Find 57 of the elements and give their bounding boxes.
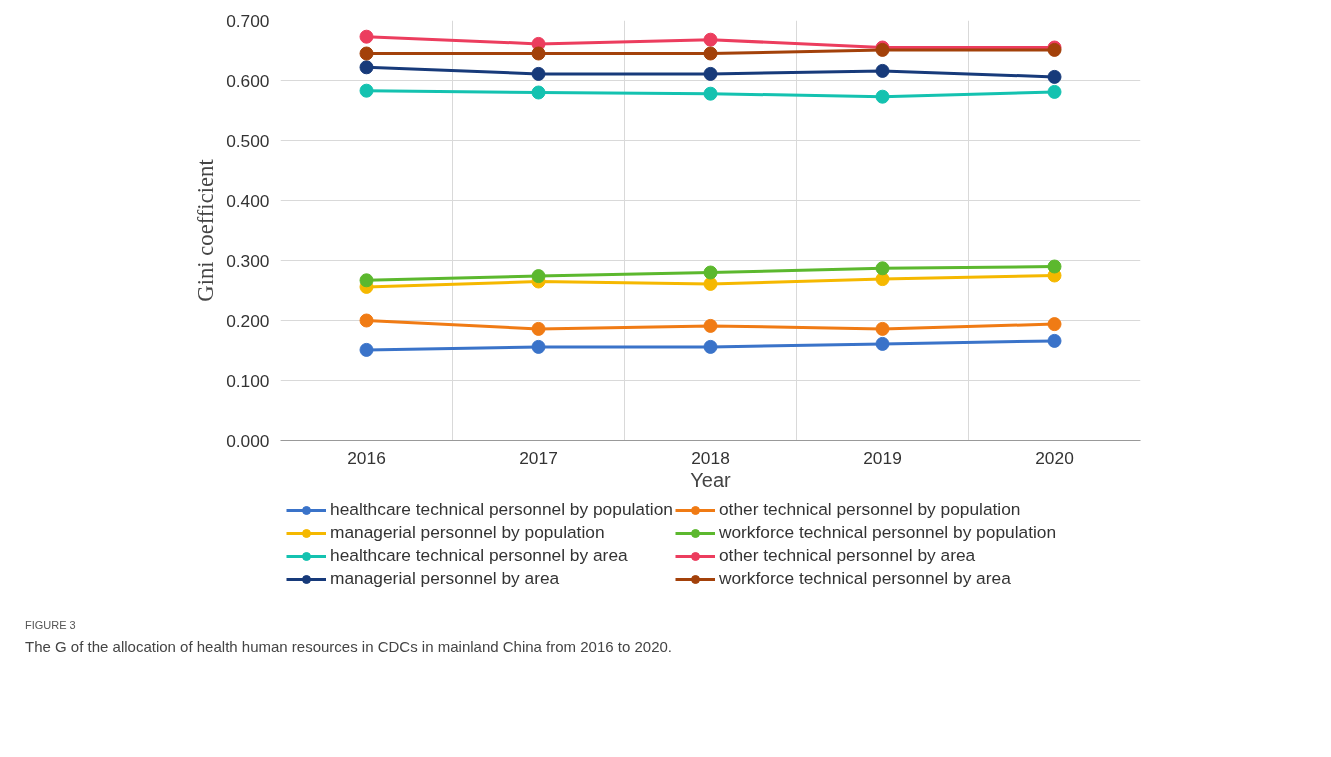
point — [359, 83, 374, 98]
legend-label: healthcare technical personnel by area — [330, 545, 628, 566]
point — [359, 60, 374, 75]
legend-label: workforce technical personnel by population — [718, 522, 1057, 543]
y-tick-label: 0.200 — [226, 310, 270, 331]
x-axis-title: Year — [690, 468, 732, 491]
x-tick-label: 2016 — [347, 447, 386, 468]
point — [875, 321, 890, 336]
y-axis-title: Gini coefficient — [193, 158, 219, 302]
point — [875, 261, 890, 276]
legend-label: workforce technical personnel by area — [718, 568, 1011, 589]
y-tick-label: 0.600 — [226, 70, 270, 91]
point — [359, 342, 374, 357]
point — [703, 32, 718, 47]
x-tick-label: 2018 — [691, 447, 730, 468]
point — [531, 85, 546, 100]
point — [1047, 259, 1062, 274]
x-tick-label: 2019 — [863, 447, 902, 468]
point — [875, 272, 890, 287]
point — [531, 46, 546, 61]
point — [703, 265, 718, 280]
point — [359, 313, 374, 328]
y-tick-label: 0.300 — [226, 250, 270, 271]
point — [703, 86, 718, 101]
x-tick-label: 2017 — [519, 447, 558, 468]
point — [1047, 333, 1062, 348]
point — [875, 63, 890, 78]
point — [359, 29, 374, 44]
point — [531, 339, 546, 354]
point — [703, 46, 718, 61]
point — [531, 66, 546, 81]
point — [359, 273, 374, 288]
legend-label: healthcare technical personnel by population — [330, 499, 673, 520]
legend-label: managerial personnel by population — [330, 522, 605, 543]
point — [1047, 69, 1062, 84]
x-tick-label: 2020 — [1035, 447, 1074, 468]
legend-label: managerial personnel by area — [330, 568, 560, 589]
point — [703, 66, 718, 81]
point — [703, 318, 718, 333]
y-tick-label: 0.100 — [226, 370, 270, 391]
point — [531, 321, 546, 336]
point — [359, 46, 374, 61]
y-tick-label: 0.700 — [226, 10, 270, 31]
point — [531, 269, 546, 284]
point — [703, 276, 718, 291]
y-tick-label: 0.400 — [226, 190, 270, 211]
text: The G of the allocation of health human resources in CDCs in mainland China from 2016 to 2020. — [25, 636, 673, 657]
point — [703, 339, 718, 354]
point — [1047, 317, 1062, 332]
y-tick-label: 0.000 — [226, 430, 270, 451]
point — [1047, 84, 1062, 99]
legend-label: other technical personnel by area — [718, 545, 976, 566]
caption: FIGURE 3 — [25, 618, 77, 633]
point — [875, 336, 890, 351]
legend-label: other technical personnel by population — [718, 499, 1021, 520]
y-tick-label: 0.500 — [226, 130, 270, 151]
point — [875, 89, 890, 104]
